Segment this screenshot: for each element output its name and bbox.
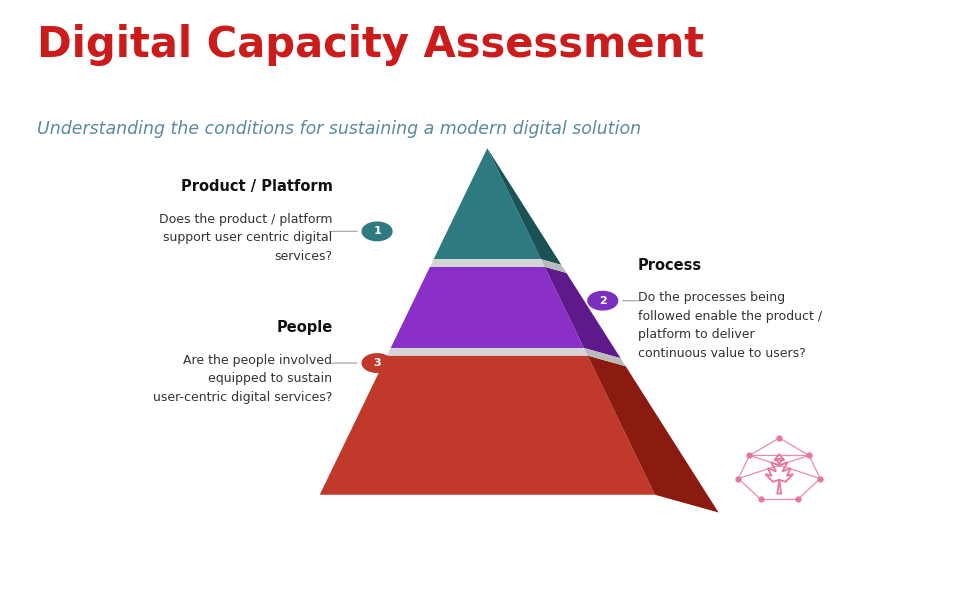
Text: Understanding the conditions for sustaining a modern digital solution: Understanding the conditions for sustain… — [37, 120, 641, 138]
Polygon shape — [487, 148, 561, 265]
Text: 3: 3 — [373, 358, 381, 368]
Text: 2: 2 — [599, 296, 606, 305]
Text: Digital Capacity Assessment: Digital Capacity Assessment — [37, 24, 703, 66]
Circle shape — [362, 222, 392, 241]
Text: People: People — [276, 320, 333, 335]
Polygon shape — [584, 348, 626, 366]
Text: Product / Platform: Product / Platform — [181, 179, 333, 194]
Text: Are the people involved
equipped to sustain
user-centric digital services?: Are the people involved equipped to sust… — [153, 354, 333, 404]
Polygon shape — [430, 259, 545, 267]
Polygon shape — [387, 348, 587, 356]
Text: Do the processes being
followed enable the product /
platform to deliver
continu: Do the processes being followed enable t… — [638, 292, 822, 360]
Circle shape — [588, 292, 618, 310]
Text: Process: Process — [638, 258, 702, 273]
Polygon shape — [545, 267, 621, 358]
Text: Does the product / platform
support user centric digital
services?: Does the product / platform support user… — [159, 213, 333, 263]
Text: 1: 1 — [373, 226, 381, 236]
Polygon shape — [541, 259, 566, 273]
Polygon shape — [587, 356, 719, 512]
Polygon shape — [320, 356, 654, 495]
Circle shape — [362, 354, 392, 372]
Polygon shape — [433, 148, 541, 259]
Polygon shape — [391, 267, 584, 348]
